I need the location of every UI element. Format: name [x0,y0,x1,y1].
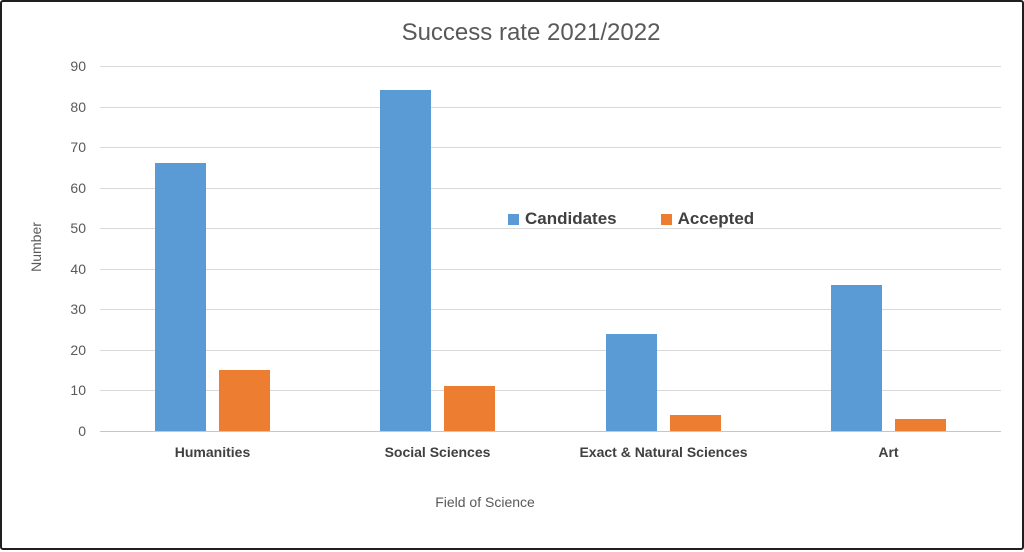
y-tick-label: 30 [70,301,86,317]
accepted-swatch-icon [660,213,672,225]
legend-label-candidates: Candidates [525,209,617,228]
legend-item-candidates: Candidates [508,209,617,229]
gridline [100,66,1001,67]
x-axis-title: Field of Science [435,494,535,510]
y-tick-label: 10 [70,382,86,398]
gridline [100,350,1001,351]
bar-candidates-1 [155,163,206,431]
gridline [100,309,1001,310]
category-label: Art [878,444,899,460]
category-label: Social Sciences [384,444,491,460]
bar-candidates-3 [606,333,657,431]
y-axis-title: Number [28,222,44,272]
y-tick-label: 50 [70,220,86,236]
legend-label-accepted: Accepted [677,209,755,228]
category-label: Exact & Natural Sciences [579,444,748,460]
y-tick-label: 20 [70,342,86,358]
gridline [100,188,1001,189]
category-label: Humanities [174,444,251,460]
y-tick-label: 0 [78,423,86,439]
bar-accepted-2 [444,386,495,431]
gridline [100,269,1001,270]
gridline [100,228,1001,229]
gridline [100,147,1001,148]
y-tick-label: 90 [70,58,86,74]
y-tick-label: 40 [70,261,86,277]
bar-accepted-3 [670,414,721,431]
y-tick-label: 70 [70,139,86,155]
bar-candidates-4 [831,285,882,431]
gridline [100,390,1001,391]
y-tick-label: 80 [70,99,86,115]
legend-item-accepted: Accepted [660,209,755,229]
gridline [100,107,1001,108]
x-axis-line [100,431,1001,432]
candidates-swatch-icon [508,213,519,225]
bar-accepted-4 [895,418,946,431]
chart-title: Success rate 2021/2022 [401,19,661,46]
bar-candidates-2 [380,90,431,431]
bar-accepted-1 [219,370,270,431]
y-tick-label: 60 [70,180,86,196]
legend: Candidates Accepted [508,209,754,229]
